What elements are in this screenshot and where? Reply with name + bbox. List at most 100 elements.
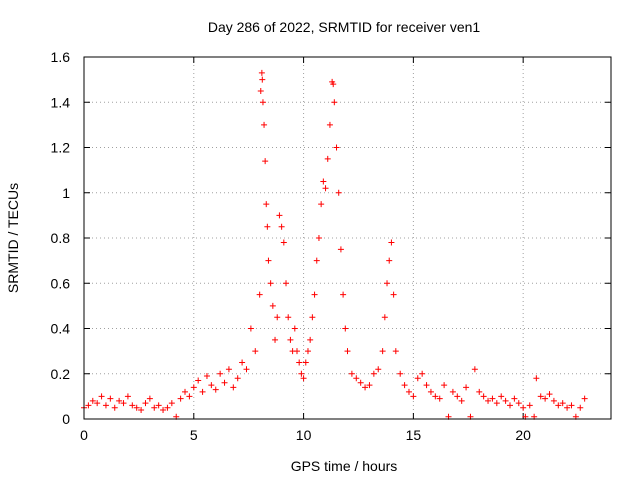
y-tick-label: 1 [62, 185, 70, 201]
data-point [344, 348, 351, 355]
data-point [568, 402, 575, 409]
data-point [155, 402, 162, 409]
data-point [511, 395, 518, 402]
data-point [326, 121, 333, 128]
data-point [296, 359, 303, 366]
data-point [199, 388, 206, 395]
data-point [318, 201, 325, 208]
data-point [272, 336, 279, 343]
data-point [342, 325, 349, 332]
data-point [581, 395, 588, 402]
data-point [190, 384, 197, 391]
data-point [116, 397, 123, 404]
data-points [81, 69, 588, 420]
data-point [493, 400, 500, 407]
data-point [293, 348, 300, 355]
data-point [533, 375, 540, 382]
data-point [133, 404, 140, 411]
data-point [151, 404, 158, 411]
data-point [258, 69, 265, 76]
data-point [225, 366, 232, 373]
data-point [234, 375, 241, 382]
data-point [160, 406, 167, 413]
data-point [195, 377, 202, 384]
grid [84, 57, 611, 419]
data-point [129, 402, 136, 409]
data-point [366, 382, 373, 389]
data-point [164, 404, 171, 411]
data-point [267, 280, 274, 287]
data-point [564, 404, 571, 411]
data-point [307, 336, 314, 343]
x-tick-label: 0 [80, 427, 88, 443]
data-point [362, 384, 369, 391]
data-point [256, 291, 263, 298]
data-point [550, 397, 557, 404]
x-tick-label: 20 [515, 427, 531, 443]
data-point [280, 239, 287, 246]
data-point [320, 178, 327, 185]
data-point [120, 400, 127, 407]
data-point [542, 395, 549, 402]
data-point [98, 393, 105, 400]
data-point [405, 388, 412, 395]
data-point [322, 185, 329, 192]
data-point [555, 402, 562, 409]
y-tick-label: 0.8 [51, 230, 71, 246]
data-point [432, 393, 439, 400]
data-point [230, 384, 237, 391]
chart-title: Day 286 of 2022, SRMTID for receiver ven… [208, 19, 481, 35]
data-point [357, 379, 364, 386]
data-point [324, 155, 331, 162]
data-point [291, 325, 298, 332]
data-point [381, 314, 388, 321]
data-point [85, 402, 92, 409]
data-point [463, 384, 470, 391]
y-tick-label: 0.2 [51, 366, 71, 382]
axis-ticks: 0 5 10 15 20 0 0.2 0.4 0.6 0.8 1 1.2 1.4 1.6 [51, 49, 611, 443]
data-point [107, 395, 114, 402]
data-point [331, 99, 338, 106]
data-point [423, 382, 430, 389]
data-point [388, 239, 395, 246]
data-point [485, 397, 492, 404]
data-point [537, 393, 544, 400]
data-point [471, 366, 478, 373]
y-tick-label: 0.4 [51, 321, 71, 337]
data-point [401, 382, 408, 389]
data-point [489, 395, 496, 402]
data-point [300, 375, 307, 382]
y-tick-label: 1.2 [51, 140, 71, 156]
y-tick-label: 0.6 [51, 275, 71, 291]
data-point [302, 359, 309, 366]
data-point [502, 397, 509, 404]
data-point [203, 373, 210, 380]
data-point [182, 388, 189, 395]
data-point [337, 246, 344, 253]
data-point [217, 370, 224, 377]
x-tick-label: 10 [296, 427, 312, 443]
data-point [221, 379, 228, 386]
data-point [89, 397, 96, 404]
x-tick-label: 5 [190, 427, 198, 443]
data-point [243, 366, 250, 373]
data-point [348, 370, 355, 377]
data-point [577, 404, 584, 411]
y-tick-label: 1.6 [51, 49, 71, 65]
data-point [186, 393, 193, 400]
data-point [276, 212, 283, 219]
data-point [427, 388, 434, 395]
data-point [419, 370, 426, 377]
data-point [285, 314, 292, 321]
data-point [340, 291, 347, 298]
data-point [515, 400, 522, 407]
data-point [264, 223, 271, 230]
data-point [449, 388, 456, 395]
data-point [94, 400, 101, 407]
data-point [257, 87, 264, 94]
data-point [546, 391, 553, 398]
data-point [454, 393, 461, 400]
y-axis-label: SRMTID / TECUs [5, 183, 21, 293]
data-point [353, 375, 360, 382]
